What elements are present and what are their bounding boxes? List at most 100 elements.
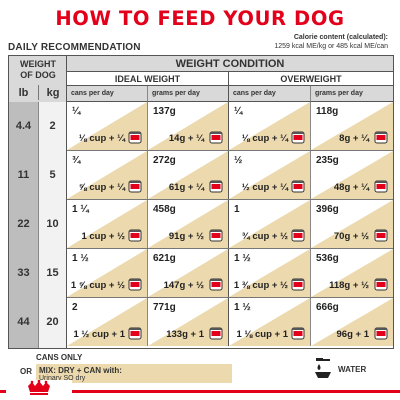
over-cans-cell: 1 ¾ cup + ½: [229, 200, 311, 248]
mix-legend: MIX: DRY + CAN with:: [39, 366, 122, 375]
mix-diagonal-shade: [148, 102, 228, 150]
water-legend: WATER: [338, 365, 367, 374]
can-icon: [374, 131, 388, 144]
can-icon: [374, 229, 388, 242]
ideal-grams-cell: 458g 91g + ½: [148, 200, 229, 248]
can-icon: [291, 278, 305, 291]
ideal-grams-cell: 137g 14g + ¼: [148, 102, 229, 150]
calorie-title: Calorie content (calculated):: [293, 34, 388, 41]
can-icon: [128, 180, 142, 193]
ideal-cans-cell: 1 ½ 1 ⅝ cup + ½: [67, 249, 148, 297]
mix-triangle: [67, 102, 147, 150]
over-cans-cell: 1 ½ 1 ⅜ cup + ½: [229, 249, 311, 297]
weight-of-dog-line: WEIGHT: [20, 59, 56, 69]
royal-canin-logo-icon: [6, 380, 72, 400]
over-grams-cell: 536g 118g + ½: [311, 249, 393, 297]
weight-kg: 20: [46, 316, 59, 328]
mix-value: 1 ⅛ cup + 1: [236, 329, 289, 340]
mix-triangle: [67, 249, 147, 297]
water-bowl-icon: [315, 358, 331, 378]
cans-only-value: ½: [234, 155, 243, 166]
cans-only-value: 771g: [153, 302, 176, 313]
ideal-cans-cell: ¼ ⅛ cup + ¼: [67, 102, 148, 150]
cans-only-value: ¼: [72, 106, 81, 117]
table-row: 1 ½ 1 ⅝ cup + ½ 621g 147g + ½ 1 ½ 1 ⅜ cup + ½…: [67, 249, 393, 298]
mix-triangle: [148, 151, 228, 199]
mix-triangle: [148, 249, 228, 297]
cans-only-value: 137g: [153, 106, 176, 117]
can-icon: [374, 327, 388, 340]
mix-diagonal-shade: [229, 102, 310, 150]
mix-triangle: [229, 151, 310, 199]
cans-only-value: 118g: [316, 106, 339, 117]
kg-column: [38, 102, 67, 348]
mix-diagonal-shade: [148, 298, 228, 346]
daily-recommendation-label: DAILY RECOMMENDATION: [8, 42, 141, 53]
over-cans-column-header: cans per day: [229, 86, 311, 102]
cans-only-value: 235g: [316, 155, 339, 166]
mix-triangle: [229, 200, 310, 248]
mix-value: 1 cup + ½: [81, 231, 125, 242]
over-grams-cell: 118g 8g + ¼: [311, 102, 393, 150]
cans-only-value: 2: [72, 302, 78, 313]
table-row: ¼ ⅛ cup + ¼ 137g 14g + ¼ ¼ ⅛ cup + ¼ 118g 8g + …: [67, 102, 393, 151]
mix-triangle: [311, 249, 393, 297]
can-icon: [209, 229, 223, 242]
over-cans-cell: ¼ ⅛ cup + ¼: [229, 102, 311, 150]
can-icon: [209, 278, 223, 291]
mix-value: ⅛ cup + ¼: [78, 133, 125, 144]
can-icon: [209, 180, 223, 193]
weight-lb: 4.4: [15, 120, 32, 132]
cans-only-value: 621g: [153, 253, 176, 264]
mix-diagonal-shade: [67, 102, 147, 150]
ideal-cans-column-header: cans per day: [67, 86, 148, 102]
mix-value: 48g + ¼: [333, 182, 369, 193]
mix-diagonal-shade: [311, 200, 393, 248]
mix-triangle: [67, 200, 147, 248]
mix-legend-sub: Urinary SO dry: [39, 375, 86, 382]
over-grams-cell: 235g 48g + ¼: [311, 151, 393, 199]
can-icon: [291, 327, 305, 340]
ideal-cans-cell: ¾ ⅝ cup + ¼: [67, 151, 148, 199]
weight-lb: 44: [17, 316, 30, 328]
mix-value: 133g + 1: [166, 329, 204, 340]
mix-triangle: [148, 200, 228, 248]
weight-lb: 11: [17, 169, 30, 181]
ideal-grams-cell: 771g 133g + 1: [148, 298, 229, 346]
mix-diagonal-shade: [148, 200, 228, 248]
overweight-header: OVERWEIGHT: [229, 72, 393, 86]
cans-only-value: 666g: [316, 302, 339, 313]
mix-triangle: [229, 102, 310, 150]
mix-diagonal-shade: [148, 249, 228, 297]
mix-triangle: [229, 249, 310, 297]
mix-diagonal-shade: [229, 151, 310, 199]
table-row: 1 ¼ 1 cup + ½ 458g 91g + ½ 1 ¾ cup + ½ 396g 70g…: [67, 200, 393, 249]
mix-value: 91g + ½: [168, 231, 204, 242]
over-grams-cell: 396g 70g + ½: [311, 200, 393, 248]
weight-kg: 2: [49, 120, 56, 132]
mix-value: 1 ⅝ cup + ½: [70, 280, 125, 291]
mix-value: ⅛ cup + ¼: [241, 133, 288, 144]
unit-kg: kg: [38, 85, 67, 100]
cans-only-value: ¼: [234, 106, 243, 117]
table-row: ¾ ⅝ cup + ¼ 272g 61g + ¼ ½ ½ cup + ¼ 235g 48g +…: [67, 151, 393, 200]
table-row: 2 1 ½ cup + 1 771g 133g + 1 1 ½ 1 ⅛ cup + 1 66…: [67, 298, 393, 347]
weight-lb: 33: [17, 267, 30, 279]
cans-only-value: 1 ½: [234, 302, 251, 313]
mix-diagonal-shade: [67, 200, 147, 248]
can-icon: [291, 229, 305, 242]
mix-value: ⅝ cup + ¼: [78, 182, 125, 193]
weight-condition-header: WEIGHT CONDITION: [67, 56, 393, 72]
can-icon: [128, 229, 142, 242]
cans-only-value: 458g: [153, 204, 176, 215]
can-icon: [128, 278, 142, 291]
ideal-grams-cell: 621g 147g + ½: [148, 249, 229, 297]
can-icon: [128, 131, 142, 144]
mix-value: ¾ cup + ½: [241, 231, 288, 242]
mix-value: 61g + ¼: [168, 182, 204, 193]
can-icon: [209, 327, 223, 340]
cans-only-value: 396g: [316, 204, 339, 215]
can-icon: [209, 131, 223, 144]
mix-triangle: [67, 151, 147, 199]
can-icon: [291, 180, 305, 193]
